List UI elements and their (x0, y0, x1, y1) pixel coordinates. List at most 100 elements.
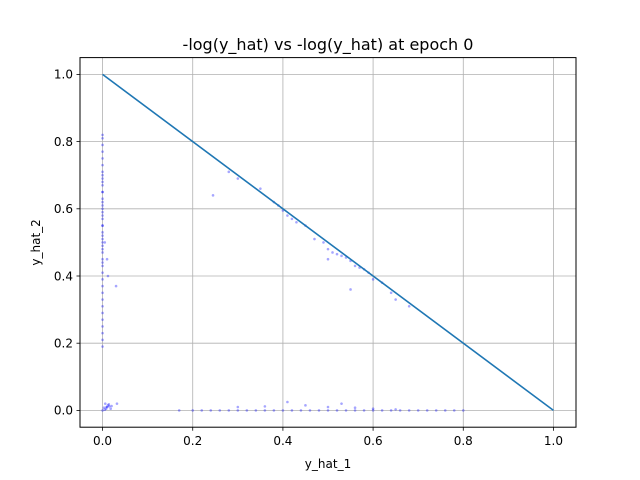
scatter-point (105, 405, 109, 409)
scatter-point (326, 409, 330, 412)
scatter-point (105, 405, 108, 409)
scatter-point (101, 231, 104, 234)
scatter-point (101, 244, 104, 248)
scatter-point (263, 409, 267, 412)
scatter-point (290, 409, 294, 412)
scatter-point (115, 402, 119, 405)
scatter-point (106, 274, 110, 278)
scatter-point (101, 241, 104, 244)
scatter-point (101, 304, 104, 308)
scatter-point (101, 197, 104, 201)
scatter-point (101, 264, 104, 268)
scatter-point (101, 180, 104, 184)
scatter-point (389, 291, 393, 295)
scatter-point (326, 257, 330, 261)
axes-frame (79, 57, 577, 428)
scatter-point (335, 409, 339, 412)
scatter-point (101, 271, 104, 274)
y-axis-label: y_hat_2 (29, 219, 43, 265)
scatter-point (101, 284, 104, 288)
scatter-point (101, 318, 104, 321)
scatter-point (101, 200, 104, 204)
x-tick-label: 1.0 (544, 434, 563, 448)
x-tick-label: 0.0 (93, 434, 112, 448)
grid-lines (80, 57, 576, 428)
scatter-point (353, 406, 357, 410)
scatter-point (109, 407, 112, 411)
scatter-point (353, 264, 357, 268)
scatter-point (103, 402, 107, 405)
scatter-point (335, 252, 339, 256)
scatter-point (209, 409, 213, 412)
scatter-point (272, 409, 276, 412)
scatter-point (308, 409, 312, 412)
scatter-point (211, 194, 215, 197)
scatter-point (362, 409, 366, 412)
scatter-point (101, 291, 104, 295)
scatter-point (101, 204, 104, 207)
scatter-point (101, 237, 104, 241)
y-tick-label: 0.4 (54, 269, 73, 283)
scatter-point (304, 404, 307, 407)
scatter-point (407, 409, 411, 412)
scatter-point (101, 183, 104, 187)
scatter-point (103, 241, 107, 244)
scatter-point (227, 170, 231, 174)
x-axis-label: y_hat_1 (305, 457, 351, 471)
x-tick-label: 0.8 (454, 434, 473, 448)
scatter-point (353, 409, 357, 412)
scatter-point (263, 405, 267, 408)
scatter-point (101, 207, 104, 211)
scatter-point (101, 190, 104, 194)
y-tick-label: 0.8 (54, 135, 73, 149)
scatter-point (101, 247, 104, 251)
y-axis-ticks: 0.0 0.2 0.4 0.6 0.8 1.0 (54, 68, 80, 418)
scatter-point (443, 409, 447, 412)
scatter-point (236, 177, 240, 180)
scatter-point (254, 409, 258, 412)
scatter-point (101, 163, 104, 167)
x-tick-label: 0.6 (364, 434, 383, 448)
scatter-point (110, 404, 113, 408)
scatter-point (101, 278, 104, 281)
scatter-point (340, 402, 343, 405)
scatter-point (259, 187, 262, 190)
series-layer (101, 73, 554, 412)
scatter-point (101, 325, 104, 328)
scatter-point (101, 251, 104, 254)
scatter-point (101, 257, 104, 261)
scatter-point (107, 403, 111, 406)
scatter-point (101, 136, 104, 140)
scatter-point (407, 304, 411, 308)
scatter-point (101, 173, 104, 177)
chart-title: -log(y_hat) vs -log(y_hat) at epoch 0 (183, 35, 474, 55)
scatter-point (322, 241, 325, 244)
scatter-point (101, 311, 104, 315)
x-tick-label: 0.4 (273, 434, 292, 448)
scatter-point (101, 234, 104, 237)
scatter-point (102, 406, 106, 410)
scatter-point (101, 217, 104, 221)
scatter-point (101, 190, 104, 194)
scatter-point (295, 220, 298, 224)
scatter-point (218, 409, 222, 412)
y-tick-label: 1.0 (54, 68, 73, 82)
scatter-point (101, 224, 104, 227)
scatter-point (389, 409, 393, 412)
scatter-point (326, 247, 330, 251)
scatter-point (317, 409, 321, 412)
y-tick-label: 0.6 (54, 202, 73, 216)
scatter-point (101, 331, 104, 335)
y-tick-label: 0.0 (54, 404, 73, 418)
scatter-point (313, 237, 316, 241)
scatter-point (101, 338, 104, 342)
scatter-point (281, 409, 285, 412)
scatter-point (200, 409, 204, 412)
scatter-point (245, 409, 249, 412)
scatter-point (101, 157, 104, 160)
scatter-point (177, 409, 181, 412)
scatter-point (101, 345, 104, 348)
scatter-point (416, 409, 420, 412)
